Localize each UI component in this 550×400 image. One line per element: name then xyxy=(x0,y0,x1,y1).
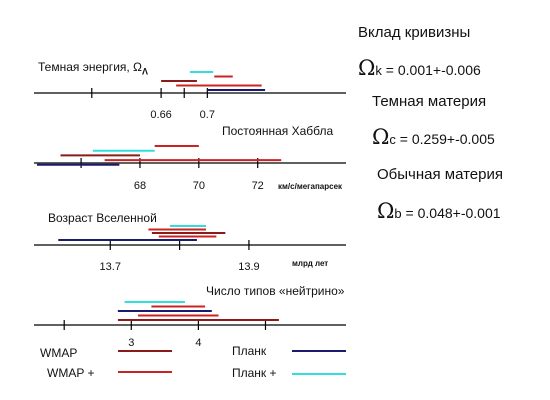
dark-matter-title: Темная материя xyxy=(372,93,487,110)
age-tick-label: 13.7 xyxy=(100,261,121,273)
ordinary-matter-result: Ωb = 0.048+-0.001 xyxy=(377,199,501,223)
ordinary-matter-value: = 0.048+-0.001 xyxy=(401,205,501,221)
omega-symbol: Ω xyxy=(358,56,376,80)
age-tick-label: 13.9 xyxy=(238,261,259,273)
neutrino-tick-label: 4 xyxy=(195,337,201,349)
legend-label-wmap-plus: WMAP + xyxy=(47,366,95,380)
age-title: Возраст Вселенной xyxy=(48,211,157,225)
dark_energy-tick-label: 0.7 xyxy=(200,109,215,121)
curvature-subscript: k xyxy=(375,63,382,78)
age-unit: млрд лет xyxy=(292,259,329,268)
omega-symbol: Ω xyxy=(377,199,395,223)
legend-label-planck: Планк xyxy=(232,344,267,358)
hubble-tick-label: 70 xyxy=(193,180,205,192)
dark-energy-title: Темная энергия, ΩΛ xyxy=(38,60,148,76)
neutrino-title: Число типов «нейтрино» xyxy=(206,284,345,298)
hubble-title: Постоянная Хаббла xyxy=(222,124,334,138)
omega-symbol: Ω xyxy=(372,125,390,149)
dark_energy-tick-label: 0.66 xyxy=(150,109,171,121)
curvature-value: = 0.001+-0.006 xyxy=(381,62,481,78)
hubble-tick-label: 72 xyxy=(252,180,264,192)
ordinary-matter-subscript: b xyxy=(394,206,402,221)
ordinary-matter-title: Обычная материя xyxy=(377,166,503,183)
legend-label-planck-plus: Планк + xyxy=(232,366,277,380)
hubble-unit: км/с/мегапарсек xyxy=(278,182,343,191)
neutrino-tick-label: 3 xyxy=(128,337,134,349)
dark-matter-value: = 0.259+-0.005 xyxy=(395,131,495,147)
hubble-tick-label: 68 xyxy=(134,180,146,192)
lambda-subscript: Λ xyxy=(142,66,149,77)
dark-energy-title-text: Темная энергия, Ω xyxy=(38,60,143,74)
legend-label-wmap: WMAP xyxy=(40,346,78,360)
curvature-result: Ωk = 0.001+-0.006 xyxy=(358,56,481,80)
dark-matter-result: Ωc = 0.259+-0.005 xyxy=(372,125,495,149)
dark-matter-subscript: c xyxy=(389,132,396,147)
curvature-title: Вклад кривизны xyxy=(358,24,471,41)
